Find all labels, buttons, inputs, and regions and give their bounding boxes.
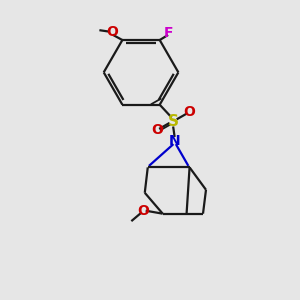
- Text: O: O: [184, 105, 196, 119]
- Text: F: F: [164, 26, 173, 40]
- Text: S: S: [168, 114, 178, 129]
- Text: O: O: [137, 204, 149, 218]
- Text: O: O: [106, 25, 118, 39]
- Text: N: N: [169, 134, 180, 148]
- Text: O: O: [151, 123, 163, 137]
